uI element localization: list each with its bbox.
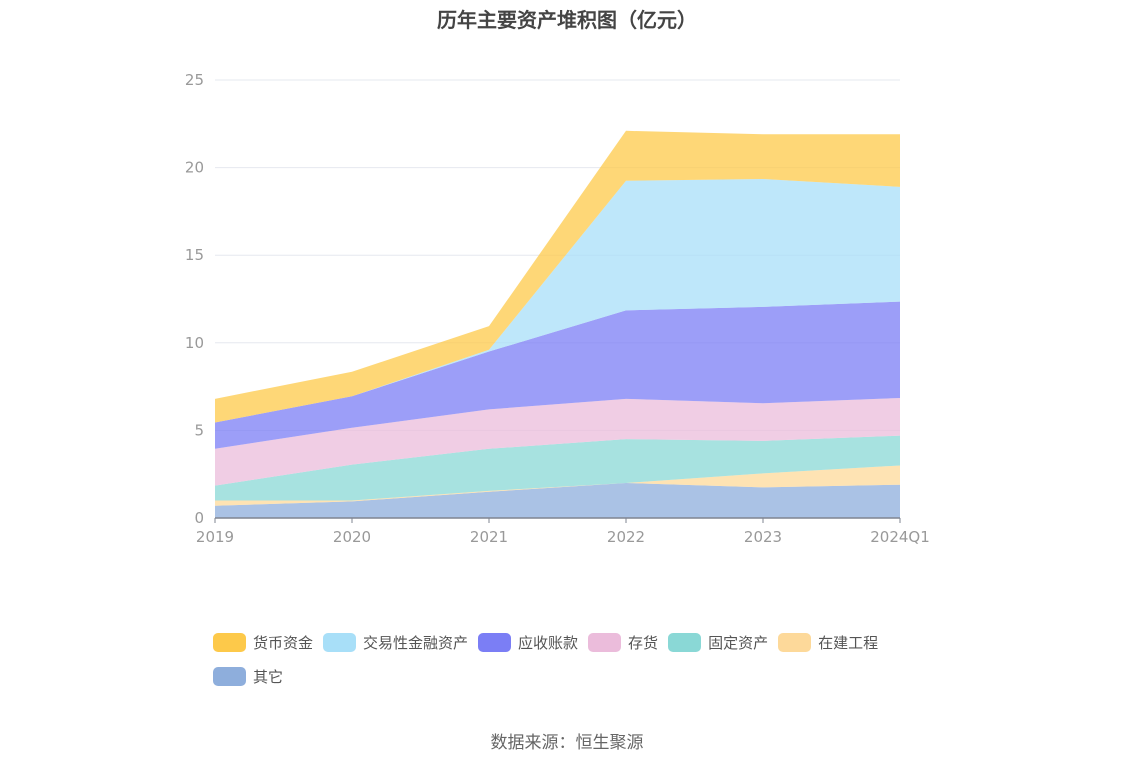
area-series-0 [215, 482, 900, 518]
legend-swatch [213, 666, 246, 686]
legend-label: 固定资产 [708, 633, 769, 652]
legend-label: 其它 [253, 667, 284, 686]
y-tick-label: 10 [185, 334, 204, 352]
legend-swatch [478, 632, 512, 652]
x-tick-labels: 2019 2020 2021 2022 2023 2024Q1 [196, 528, 930, 546]
x-tick-label: 2022 [607, 528, 645, 546]
legend-swatch [778, 632, 812, 652]
legend-label: 交易性金融资产 [363, 633, 469, 652]
y-tick-label: 15 [185, 246, 204, 264]
y-tick-labels: 0 5 10 15 20 25 [185, 71, 204, 527]
legend-label: 应收账款 [518, 633, 579, 652]
legend-item[interactable]: 交易性金融资产 [323, 630, 468, 654]
x-tick-label: 2024Q1 [870, 528, 930, 546]
legend-item[interactable]: 固定资产 [668, 630, 768, 654]
area-series-5 [215, 178, 900, 423]
area-series-4 [215, 301, 900, 449]
legend-swatch [213, 632, 246, 652]
x-tick-label: 2023 [744, 528, 782, 546]
stacked-area-chart: 0 5 10 15 20 25 2019 2020 2021 2022 2023 2024Q1 [185, 71, 930, 546]
y-tick-label: 5 [194, 421, 204, 439]
legend-item[interactable]: 存货 [588, 630, 658, 654]
area-series [215, 130, 900, 518]
y-tick-label: 25 [185, 71, 204, 89]
legend-swatch [323, 632, 357, 652]
legend-item[interactable]: 在建工程 [778, 630, 878, 654]
y-tick-label: 20 [185, 159, 204, 177]
legend-label: 货币资金 [253, 633, 314, 652]
x-tick-label: 2021 [470, 528, 508, 546]
axes [214, 517, 901, 523]
x-tick-label: 2020 [333, 528, 371, 546]
area-series-2 [215, 435, 900, 501]
area-series-3 [215, 397, 900, 486]
data-source: 数据来源：恒生聚源 [490, 733, 644, 753]
legend: 货币资金 交易性金融资产 应收账款 存货 固定资产 在建工程其它 [213, 630, 953, 698]
legend-item[interactable]: 货币资金 [213, 630, 313, 654]
legend-swatch [668, 632, 702, 652]
area-series-1 [215, 465, 900, 506]
area-series-6 [215, 130, 900, 423]
legend-item[interactable]: 应收账款 [478, 630, 578, 654]
legend-swatch [588, 632, 622, 652]
legend-item[interactable]: 其它 [213, 664, 283, 688]
legend-label: 在建工程 [818, 633, 879, 652]
x-tick-label: 2019 [196, 528, 234, 546]
legend-label: 存货 [628, 633, 659, 652]
y-tick-label: 0 [194, 509, 204, 527]
chart-title: 历年主要资产堆积图（亿元） [437, 8, 697, 32]
